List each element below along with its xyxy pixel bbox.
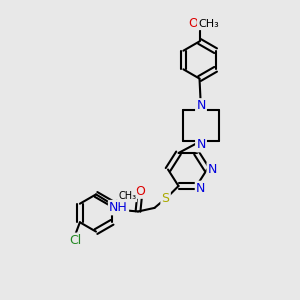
Text: S: S bbox=[162, 192, 170, 206]
Text: O: O bbox=[135, 184, 145, 198]
Text: N: N bbox=[208, 163, 217, 176]
Text: CH₃: CH₃ bbox=[118, 191, 136, 201]
Text: CH₃: CH₃ bbox=[198, 19, 219, 29]
Text: O: O bbox=[188, 17, 198, 31]
Text: N: N bbox=[196, 138, 206, 151]
Text: Cl: Cl bbox=[69, 234, 82, 247]
Text: N: N bbox=[196, 182, 206, 195]
Text: NH: NH bbox=[109, 201, 128, 214]
Text: N: N bbox=[196, 99, 206, 112]
